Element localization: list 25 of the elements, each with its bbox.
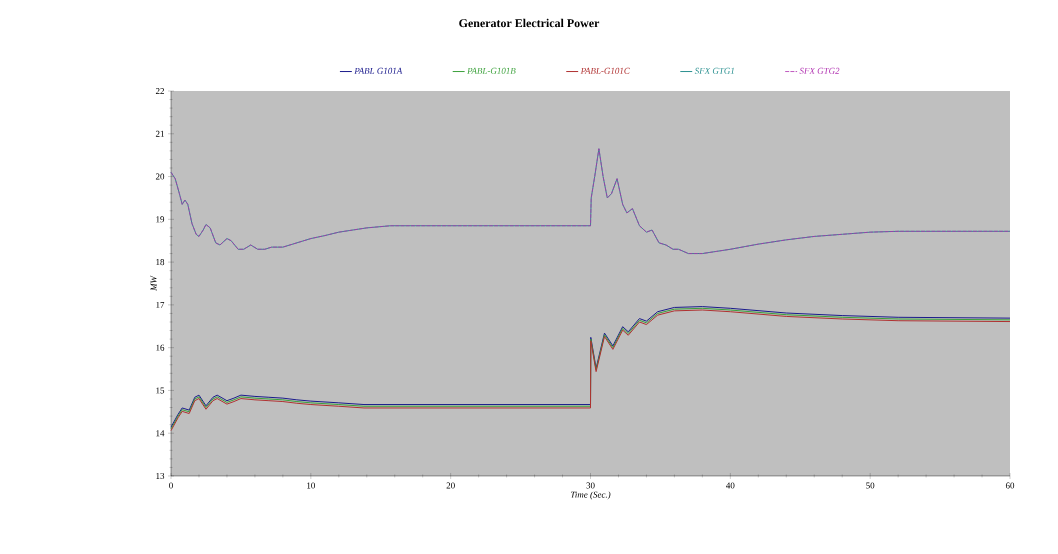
x-tick-label: 60 — [1005, 482, 1015, 489]
x-tick-label: 50 — [866, 482, 875, 489]
y-tick-label: 20 — [155, 173, 165, 180]
y-axis-title: MW — [150, 275, 157, 292]
y-tick-label: 14 — [156, 430, 165, 437]
y-tick-label: 19 — [156, 216, 165, 223]
legend-label: PABL G101A — [354, 67, 403, 74]
x-tick-label: 0 — [169, 482, 173, 489]
y-tick-label: 13 — [156, 472, 165, 479]
chart-title: Generator Electrical Power — [459, 18, 600, 28]
legend-label: SFX GTG1 — [694, 67, 734, 74]
x-tick-label: 10 — [307, 482, 315, 489]
y-tick-label: 18 — [156, 259, 165, 266]
y-tick-label: 22 — [155, 88, 164, 94]
legend-label: PABL-G101C — [580, 67, 630, 74]
legend-label: PABL-G101B — [467, 67, 516, 74]
y-tick-label: 17 — [156, 301, 165, 308]
legend-label: SFX GTG2 — [799, 67, 840, 74]
y-tick-label: 21 — [155, 130, 164, 137]
x-axis-title: Time (Sec.) — [570, 491, 611, 500]
y-tick-label: 16 — [156, 344, 165, 351]
x-tick-label: 20 — [446, 482, 455, 489]
x-tick-label: 30 — [586, 482, 595, 489]
x-tick-label: 40 — [726, 482, 735, 489]
y-tick-label: 15 — [156, 387, 165, 394]
